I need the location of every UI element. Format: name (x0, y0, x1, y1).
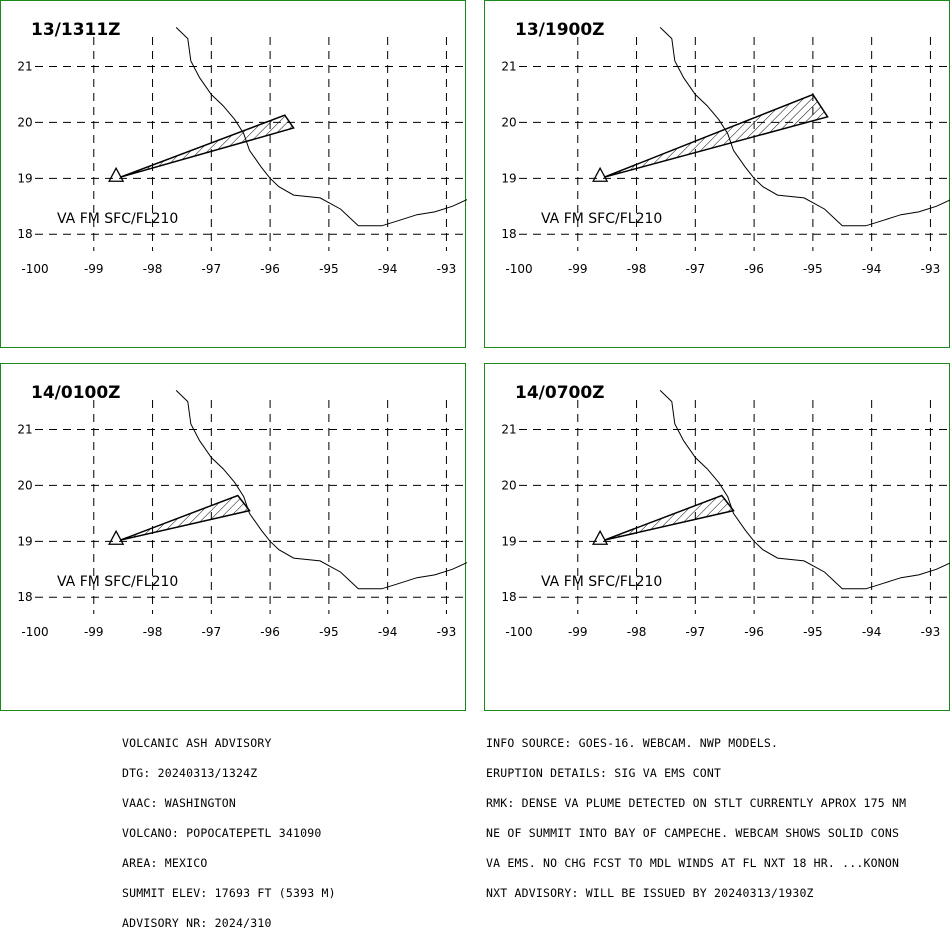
advisory-line: DTG: 20240313/1324Z (122, 766, 258, 780)
longitude-tick-label: -98 (143, 625, 163, 639)
longitude-tick-label: -93 (921, 262, 941, 276)
ash-plume (119, 114, 295, 178)
map-3: 14/0100Z -100 -99 -98 -97 -96 -95 -94 -93 18 19 20 2… (17, 383, 467, 639)
ash-plume (603, 93, 829, 178)
longitude-tick-label: -94 (378, 262, 398, 276)
longitude-tick-label: -99 (84, 625, 104, 639)
time-label: 14/0700Z (515, 383, 605, 403)
latitude-tick-label: 19 (501, 534, 516, 548)
advisory-line: VOLCANO: POPOCATEPETL 341090 (122, 826, 322, 840)
forecast-panel-2: 13/1900Z -100 -99 -98 -97 -96 -95 -94 -93 18 19 20 2… (484, 0, 950, 348)
latitude-tick-label: 18 (17, 590, 32, 604)
longitude-tick-label: -97 (202, 262, 222, 276)
latitude-tick-label: 20 (501, 478, 516, 492)
remarks-line: NXT ADVISORY: WILL BE ISSUED BY 20240313… (486, 886, 814, 900)
longitude-tick-label: -100 (21, 625, 48, 639)
map-2: 13/1900Z -100 -99 -98 -97 -96 -95 -94 -93 18 19 20 2… (501, 20, 950, 276)
longitude-tick-label: -95 (319, 625, 339, 639)
time-label: 13/1900Z (515, 20, 605, 40)
longitude-tick-label: -96 (260, 262, 280, 276)
advisory-line: AREA: MEXICO (122, 856, 208, 870)
volcano-triangle-icon (108, 529, 125, 545)
advisory-header-block: VOLCANIC ASH ADVISORY DTG: 20240313/1324… (122, 718, 336, 938)
advisory-remarks-block: INFO SOURCE: GOES-16. WEBCAM. NWP MODELS… (486, 718, 906, 908)
longitude-tick-label: -94 (378, 625, 398, 639)
longitude-tick-label: -96 (744, 625, 764, 639)
longitude-tick-label: -98 (627, 262, 647, 276)
longitude-tick-label: -96 (744, 262, 764, 276)
advisory-line: VAAC: WASHINGTON (122, 796, 236, 810)
ash-layer-label: VA FM SFC/FL210 (541, 574, 662, 590)
volcano-triangle-icon (108, 166, 125, 182)
advisory-line: ADVISORY NR: 2024/310 (122, 916, 272, 930)
ash-layer-label: VA FM SFC/FL210 (57, 211, 178, 227)
latitude-tick-label: 19 (17, 171, 32, 185)
ash-plume (119, 494, 251, 541)
latitude-tick-label: 18 (17, 227, 32, 241)
longitude-tick-label: -93 (437, 625, 457, 639)
latitude-tick-label: 19 (17, 534, 32, 548)
longitude-tick-label: -100 (21, 262, 48, 276)
latitude-tick-label: 18 (501, 590, 516, 604)
longitude-tick-label: -99 (568, 625, 588, 639)
latitude-tick-label: 20 (501, 115, 516, 129)
longitude-tick-label: -98 (627, 625, 647, 639)
remarks-line: RMK: DENSE VA PLUME DETECTED ON STLT CUR… (486, 796, 907, 810)
latitude-tick-label: 20 (17, 478, 32, 492)
forecast-panel-3: 14/0100Z -100 -99 -98 -97 -96 -95 -94 -93 18 19 20 2… (0, 363, 467, 711)
longitude-tick-label: -98 (143, 262, 163, 276)
longitude-tick-label: -95 (803, 262, 823, 276)
remarks-line: INFO SOURCE: GOES-16. WEBCAM. NWP MODELS… (486, 736, 779, 750)
volcano-triangle-icon (592, 166, 609, 182)
longitude-tick-label: -97 (686, 625, 706, 639)
longitude-tick-label: -97 (202, 625, 222, 639)
map-1: 13/1311Z -100 -99 -98 -97 -96 -95 -94 -93 18 19 20 2… (17, 20, 467, 276)
remarks-line: ERUPTION DETAILS: SIG VA EMS CONT (486, 766, 722, 780)
longitude-tick-label: -100 (505, 625, 532, 639)
coastline (659, 27, 950, 227)
volcano-triangle-icon (592, 529, 609, 545)
ash-layer-label: VA FM SFC/FL210 (57, 574, 178, 590)
longitude-tick-label: -99 (568, 262, 588, 276)
forecast-panel-1: 13/1311Z -100 -99 -98 -97 -96 -95 -94 -93 18 19 20 2… (0, 0, 467, 348)
longitude-tick-label: -95 (319, 262, 339, 276)
latitude-tick-label: 19 (501, 171, 516, 185)
longitude-tick-label: -96 (260, 625, 280, 639)
advisory-line: SUMMIT ELEV: 17693 FT (5393 M) (122, 886, 336, 900)
time-label: 13/1311Z (31, 20, 121, 40)
ash-layer-label: VA FM SFC/FL210 (541, 211, 662, 227)
coastline (659, 390, 950, 590)
latitude-tick-label: 21 (501, 423, 516, 437)
coastline (175, 27, 467, 227)
map-4: 14/0700Z -100 -99 -98 -97 -96 -95 -94 -93 18 19 20 2… (501, 383, 950, 639)
forecast-panel-4: 14/0700Z -100 -99 -98 -97 -96 -95 -94 -93 18 19 20 2… (484, 363, 950, 711)
longitude-tick-label: -94 (862, 625, 882, 639)
remarks-line: NE OF SUMMIT INTO BAY OF CAMPECHE. WEBCA… (486, 826, 900, 840)
latitude-tick-label: 18 (501, 227, 516, 241)
latitude-tick-label: 21 (17, 60, 32, 74)
longitude-tick-label: -93 (921, 625, 941, 639)
longitude-tick-label: -99 (84, 262, 104, 276)
coastline (175, 390, 467, 590)
ash-plume (603, 494, 735, 541)
longitude-tick-label: -100 (505, 262, 532, 276)
longitude-tick-label: -97 (686, 262, 706, 276)
longitude-tick-label: -95 (803, 625, 823, 639)
longitude-tick-label: -93 (437, 262, 457, 276)
latitude-tick-label: 20 (17, 115, 32, 129)
latitude-tick-label: 21 (17, 423, 32, 437)
latitude-tick-label: 21 (501, 60, 516, 74)
advisory-line: VOLCANIC ASH ADVISORY (122, 736, 272, 750)
time-label: 14/0100Z (31, 383, 121, 403)
remarks-line: VA EMS. NO CHG FCST TO MDL WINDS AT FL N… (486, 856, 900, 870)
longitude-tick-label: -94 (862, 262, 882, 276)
